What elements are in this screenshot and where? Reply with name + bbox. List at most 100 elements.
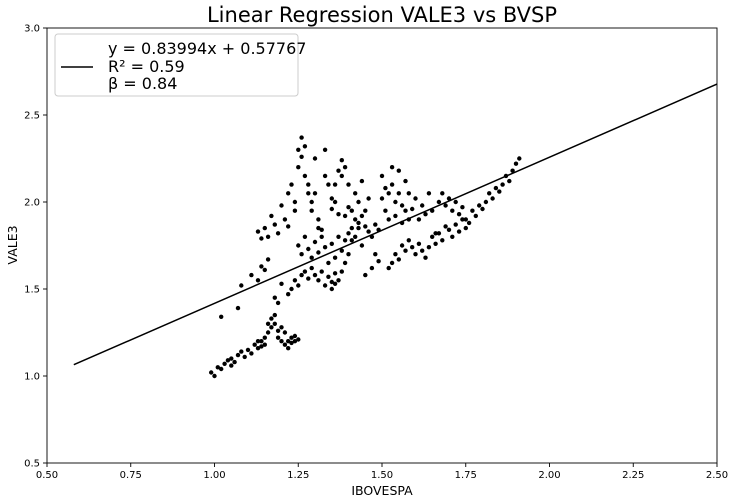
scatter-point bbox=[416, 217, 422, 222]
scatter-point bbox=[302, 173, 308, 179]
scatter-point bbox=[265, 234, 271, 239]
scatter-point bbox=[433, 241, 438, 246]
scatter-point bbox=[319, 227, 324, 232]
scatter-point bbox=[275, 328, 281, 333]
scatter-point bbox=[363, 208, 368, 213]
scatter-point bbox=[282, 217, 288, 222]
scatter-point bbox=[222, 361, 227, 366]
legend-box bbox=[54, 33, 299, 97]
scatter-point bbox=[332, 182, 338, 187]
scatter-point bbox=[483, 199, 489, 205]
scatter-point bbox=[383, 185, 388, 191]
scatter-point bbox=[279, 339, 284, 344]
scatter-point bbox=[262, 267, 267, 273]
scatter-point bbox=[420, 248, 425, 253]
scatter-point bbox=[272, 295, 277, 300]
y-tick-label: 2.5 bbox=[24, 111, 40, 122]
scatter-point bbox=[249, 272, 254, 278]
scatter-point bbox=[296, 147, 301, 152]
scatter-point bbox=[463, 225, 468, 231]
scatter-point bbox=[329, 241, 334, 246]
scatter-point bbox=[336, 278, 341, 283]
scatter-point bbox=[262, 335, 267, 340]
scatter-point bbox=[289, 286, 294, 292]
scatter-point bbox=[336, 168, 341, 173]
scatter-point bbox=[342, 165, 348, 170]
scatter-point bbox=[493, 185, 499, 191]
scatter-point bbox=[510, 168, 515, 173]
scatter-point bbox=[373, 222, 378, 227]
plot-area bbox=[47, 28, 717, 463]
scatter-point bbox=[259, 339, 264, 344]
scatter-point bbox=[312, 191, 318, 196]
scatter-point bbox=[319, 234, 324, 239]
scatter-point bbox=[209, 370, 214, 375]
y-tick-label: 2.0 bbox=[24, 198, 40, 209]
scatter-point bbox=[342, 213, 348, 219]
scatter-point bbox=[453, 222, 458, 227]
scatter-point bbox=[470, 208, 475, 213]
scatter-point bbox=[433, 231, 438, 236]
scatter-point bbox=[265, 330, 271, 335]
scatter-point bbox=[363, 272, 368, 278]
x-tick-label: 0.75 bbox=[120, 470, 142, 481]
x-tick-label: 1.25 bbox=[287, 470, 309, 481]
scatter-point bbox=[389, 260, 395, 266]
scatter-point bbox=[393, 213, 398, 219]
scatter-point bbox=[232, 359, 237, 365]
scatter-point bbox=[413, 252, 418, 257]
scatter-point bbox=[326, 260, 331, 266]
scatter-point bbox=[410, 206, 415, 212]
scatter-point bbox=[322, 173, 328, 179]
scatter-point bbox=[282, 342, 288, 347]
scatter-point bbox=[480, 206, 485, 212]
scatter-point bbox=[440, 238, 445, 243]
scatter-point bbox=[332, 271, 338, 276]
scatter-point bbox=[513, 161, 519, 166]
scatter-point bbox=[359, 178, 365, 184]
scatter-point bbox=[353, 217, 358, 222]
scatter-point bbox=[339, 158, 344, 163]
scatter-point bbox=[349, 238, 354, 243]
scatter-point bbox=[255, 278, 261, 283]
scatter-point bbox=[312, 239, 318, 245]
scatter-point bbox=[349, 225, 354, 231]
scatter-point bbox=[302, 144, 308, 149]
scatter-point bbox=[490, 196, 495, 201]
scatter-point bbox=[349, 208, 354, 213]
scatter-point bbox=[219, 314, 224, 319]
scatter-point bbox=[450, 208, 455, 213]
scatter-point bbox=[279, 281, 284, 286]
scatter-point bbox=[316, 250, 321, 255]
scatter-point bbox=[460, 217, 465, 222]
scatter-point bbox=[446, 227, 452, 232]
scatter-point bbox=[245, 347, 251, 353]
scatter-point bbox=[235, 305, 241, 311]
scatter-point bbox=[296, 337, 301, 342]
scatter-point bbox=[463, 217, 468, 222]
scatter-point bbox=[416, 241, 422, 246]
scatter-point bbox=[423, 255, 428, 260]
scatter-point bbox=[389, 182, 395, 187]
scatter-point bbox=[500, 182, 505, 187]
y-axis-label: VALE3 bbox=[5, 225, 20, 264]
scatter-point bbox=[346, 252, 351, 257]
scatter-point bbox=[272, 312, 277, 318]
scatter-point bbox=[286, 292, 291, 297]
scatter-point bbox=[289, 340, 294, 346]
scatter-point bbox=[453, 199, 458, 205]
scatter-point bbox=[443, 224, 448, 229]
scatter-point bbox=[275, 231, 281, 236]
scatter-point bbox=[259, 264, 264, 269]
scatter-point bbox=[292, 208, 298, 213]
legend-beta: β = 0.84 bbox=[108, 74, 177, 93]
x-tick-label: 1.50 bbox=[371, 470, 393, 481]
scatter-point bbox=[272, 222, 277, 227]
scatter-point bbox=[517, 156, 522, 161]
scatter-point bbox=[423, 212, 428, 217]
scatter-point bbox=[329, 196, 334, 201]
scatter-point bbox=[379, 196, 385, 201]
scatter-point bbox=[319, 269, 324, 274]
scatter-point bbox=[249, 351, 254, 356]
